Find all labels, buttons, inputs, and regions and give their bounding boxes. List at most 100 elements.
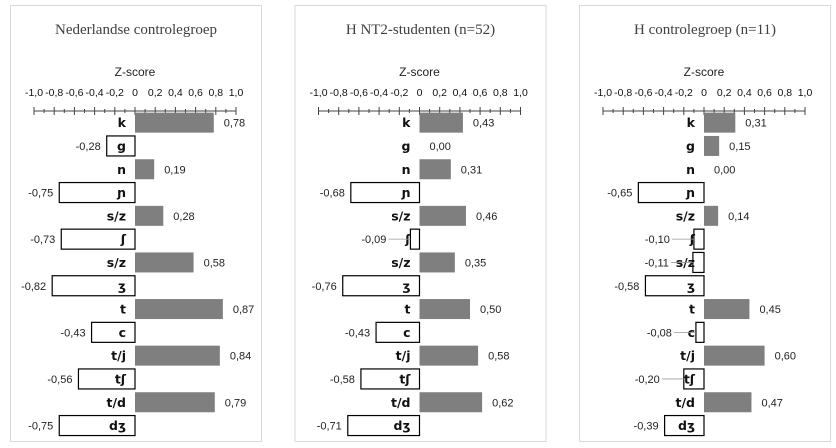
- x-tick-label: 0: [132, 87, 138, 99]
- data-label: 0,78: [224, 118, 245, 130]
- data-label: 0,31: [461, 164, 482, 176]
- data-label: -0,58: [614, 281, 639, 293]
- bar: [637, 181, 705, 204]
- bar: [419, 205, 466, 226]
- category-label: t/d: [676, 395, 696, 410]
- data-label: -0,28: [76, 141, 101, 153]
- data-label: -0,68: [320, 188, 345, 200]
- category-label: s/z: [391, 255, 410, 270]
- category-label: n: [117, 162, 126, 177]
- data-label: 0,46: [476, 211, 497, 223]
- category-label: s/z: [391, 208, 410, 223]
- bar: [135, 345, 220, 366]
- bar: [350, 181, 421, 204]
- data-label: -0,11: [645, 257, 669, 269]
- bar: [704, 205, 719, 226]
- data-label: 0,58: [488, 351, 509, 363]
- bar: [419, 345, 479, 366]
- category-label: t: [689, 302, 695, 317]
- category-label: c: [403, 325, 410, 340]
- bar: [704, 299, 750, 320]
- x-tick-label: 0,2: [148, 87, 163, 99]
- x-tick-label: -0,4: [370, 87, 388, 99]
- data-label: 0,60: [775, 351, 796, 363]
- data-label: 0,50: [480, 304, 501, 316]
- bar: [664, 414, 705, 437]
- x-tick-label: -0,8: [330, 87, 348, 99]
- bar: [704, 392, 752, 413]
- data-label: -0,56: [47, 374, 72, 386]
- category-label: g: [117, 138, 126, 153]
- data-label: -0,43: [60, 327, 85, 339]
- bar: [60, 228, 136, 250]
- x-tick-label: -0,4: [655, 87, 673, 99]
- data-label: -0,75: [28, 421, 53, 433]
- bar: [51, 275, 136, 297]
- x-axis-title: Z-score: [115, 65, 156, 79]
- x-tick-label: 0,4: [453, 87, 468, 99]
- bar: [409, 228, 421, 250]
- bar: [77, 368, 136, 390]
- category-label: t/j: [111, 348, 126, 363]
- x-tick-label: -1,0: [25, 87, 43, 99]
- x-tick-label: -0,2: [106, 87, 124, 99]
- data-label: -0,20: [635, 374, 660, 386]
- chart-panel-3: H controlegroep (n=11)Z-score-1,0 -0,8 -0,…: [579, 5, 831, 442]
- bar: [704, 345, 765, 366]
- bar: [135, 392, 215, 413]
- x-tick-label: 0,8: [208, 87, 223, 99]
- x-tick-label: -0,2: [390, 87, 408, 99]
- data-label: 0,19: [164, 164, 185, 176]
- bar: [695, 321, 705, 343]
- chart-title: H controlegroep (n=11): [634, 22, 776, 38]
- x-tick-label: -0,6: [350, 87, 368, 99]
- data-label: -0,43: [345, 327, 370, 339]
- x-tick-label: 0,6: [188, 87, 203, 99]
- category-label: t/j: [396, 348, 411, 363]
- chart-title: Nederlandse controlegroep: [55, 22, 217, 38]
- data-label: 0,79: [225, 397, 246, 409]
- category-label: c: [119, 325, 126, 340]
- category-label: t/d: [107, 395, 127, 410]
- category-label: ɲ: [685, 185, 695, 200]
- x-tick-label: 0,2: [717, 87, 732, 99]
- category-label: ɲ: [116, 185, 126, 200]
- category-label: t/d: [391, 395, 411, 410]
- data-label: 0,31: [745, 118, 766, 130]
- x-tick-label: 0,6: [473, 87, 488, 99]
- data-label: 0,43: [473, 118, 494, 130]
- x-tick-label: 0,8: [777, 87, 792, 99]
- bar: [644, 275, 705, 297]
- data-label: 0,28: [173, 211, 194, 223]
- category-label: n: [402, 162, 411, 177]
- bar: [419, 252, 455, 273]
- category-label: ʒ: [687, 278, 695, 293]
- bar: [58, 181, 136, 204]
- category-label: dʒ: [678, 418, 695, 433]
- x-axis-title: Z-score: [399, 65, 440, 79]
- category-label: t: [120, 302, 126, 317]
- category-label: t/j: [680, 348, 695, 363]
- category-label: k: [118, 115, 127, 130]
- x-tick-label: -1,0: [594, 87, 612, 99]
- category-label: ʃ: [120, 232, 127, 247]
- bar: [135, 159, 155, 180]
- x-tick-label: -0,6: [634, 87, 652, 99]
- category-label: dʒ: [109, 418, 126, 433]
- category-label: s/z: [676, 208, 695, 223]
- bar: [58, 414, 136, 437]
- data-label: 0,45: [759, 304, 780, 316]
- data-label: 0,35: [465, 257, 486, 269]
- x-axis-title: Z-score: [684, 65, 725, 79]
- bar: [106, 135, 136, 157]
- category-label: tʃ: [399, 371, 411, 386]
- bar: [419, 159, 451, 180]
- bar: [419, 299, 470, 320]
- data-label: 0,00: [714, 164, 735, 176]
- data-label: 0,87: [233, 304, 254, 316]
- data-label: 0,15: [729, 141, 750, 153]
- data-label: -0,58: [330, 374, 355, 386]
- x-tick-label: 0,8: [493, 87, 508, 99]
- category-label: s/z: [107, 255, 126, 270]
